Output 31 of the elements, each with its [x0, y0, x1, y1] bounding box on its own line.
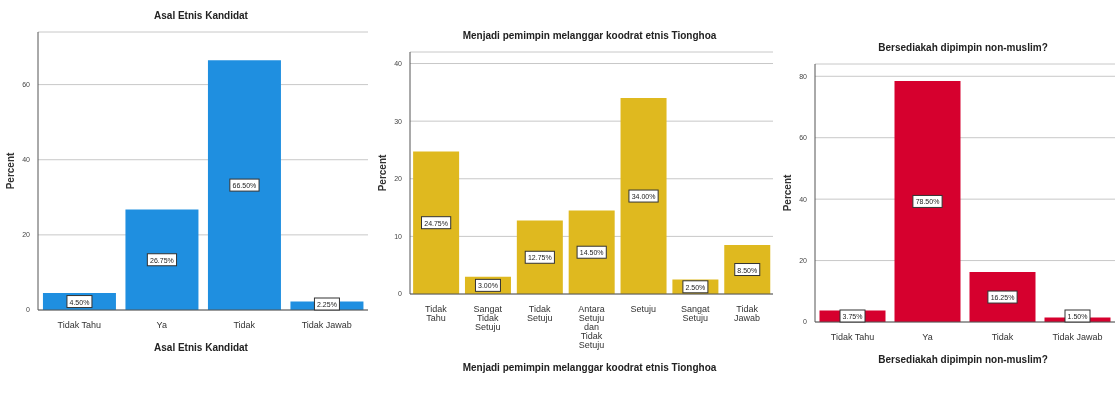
- x-axis-title: Menjadi pemimpin melanggar koodrat etnis Tionghoa: [461, 362, 718, 373]
- bar: [125, 209, 199, 310]
- x-tick-label: Tidak: [991, 332, 1014, 343]
- bar: [516, 220, 563, 294]
- y-axis-title: Percent: [4, 151, 16, 190]
- x-tick-label: Setuju: [630, 304, 657, 315]
- bar: [620, 98, 667, 294]
- x-tick-label: Sangat Tidak Setuju: [473, 304, 503, 333]
- bar: [568, 210, 615, 294]
- chart-title: Bersediakah dipimpin non-muslim?: [877, 42, 1049, 55]
- y-axis-title: Percent: [376, 153, 388, 192]
- x-tick-label: Sangat Setuju: [680, 304, 710, 324]
- bar: [894, 80, 961, 322]
- x-tick-label: Tidak Tahu: [425, 304, 448, 324]
- x-tick-label: Tidak Tahu: [57, 320, 102, 331]
- x-tick-label: Tidak Jawab: [734, 304, 761, 324]
- x-axis-title: Bersediakah dipimpin non-muslim?: [877, 354, 1049, 365]
- x-tick-label: Tidak Jawab: [1052, 332, 1103, 343]
- x-tick-label: Tidak Setuju: [526, 304, 553, 324]
- x-tick-label: Tidak Jawab: [301, 320, 352, 331]
- x-tick-label: Tidak Tahu: [830, 332, 875, 343]
- chart-title: Menjadi pemimpin melanggar koodrat etnis Tionghoa: [461, 30, 718, 43]
- x-tick-label: Ya: [922, 332, 933, 343]
- x-tick-label: Tidak: [233, 320, 256, 331]
- x-tick-label: Antara Setuju dan Tidak Setuju: [578, 304, 605, 351]
- y-axis-title: Percent: [781, 173, 793, 212]
- x-tick-label: Ya: [156, 320, 167, 331]
- chart-title: Asal Etnis Kandidat: [153, 10, 249, 23]
- x-axis-title: Asal Etnis Kandidat: [153, 342, 249, 353]
- bar: [207, 60, 281, 310]
- bar: [413, 151, 460, 294]
